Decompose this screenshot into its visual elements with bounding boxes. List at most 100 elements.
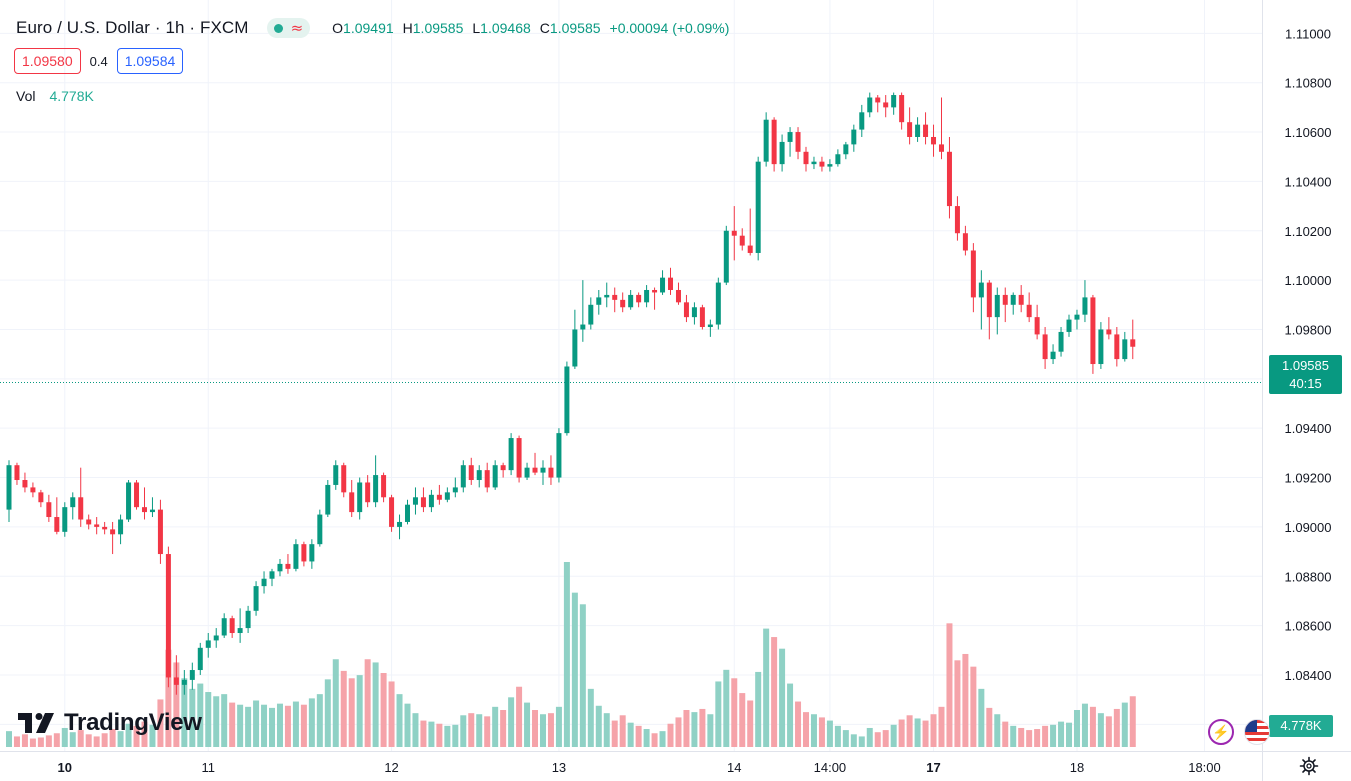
buy-button[interactable]: 1.09584 (116, 48, 184, 74)
candle-body (970, 250, 976, 298)
candle-body (102, 526, 108, 530)
candle-body (779, 141, 785, 165)
volume-axis-label: 4.778K (1269, 715, 1333, 737)
volume-bar (1121, 702, 1128, 747)
volume-bar (675, 717, 682, 747)
candle-body (835, 154, 841, 165)
volume-bar (141, 721, 148, 747)
candle-body (261, 578, 267, 587)
volume-bar (1066, 722, 1073, 747)
candle-body (596, 297, 602, 305)
tradingview-logo[interactable]: TradingView (18, 709, 202, 737)
candle-body (707, 324, 713, 328)
candle-body (1042, 334, 1048, 360)
volume-legend[interactable]: Vol 4.778K (16, 88, 94, 104)
volume-bar (300, 704, 307, 747)
candle-body (795, 132, 801, 152)
volume-bar (547, 713, 554, 747)
x-axis-tick-label: 14:00 (814, 760, 847, 775)
volume-bar (970, 666, 977, 747)
candle-body (500, 465, 506, 471)
volume-bar (93, 736, 100, 747)
low-label: L (472, 20, 481, 36)
volume-legend-value: 4.778K (49, 88, 94, 104)
candle-body (1122, 339, 1128, 360)
volume-bar (1105, 716, 1112, 747)
volume-bar (189, 688, 196, 747)
candle-body (412, 497, 418, 505)
candle-body (46, 502, 52, 518)
us-flag-icon[interactable] (1244, 719, 1270, 745)
volume-bar (1002, 721, 1009, 747)
volume-bar (500, 710, 507, 747)
volume-bar (763, 628, 770, 747)
spread-value: 0.4 (89, 53, 108, 69)
candle-body (22, 480, 28, 488)
candle-body (333, 465, 339, 485)
volume-bar (133, 725, 140, 747)
volume-bar (747, 700, 754, 747)
volume-bar (555, 706, 562, 747)
candle-body (141, 507, 147, 513)
volume-bar (683, 710, 690, 747)
volume-bar (532, 710, 539, 747)
volume-bar (1097, 713, 1104, 747)
symbol-title[interactable]: Euro / U.S. Dollar · 1h · FXCM (16, 18, 249, 37)
y-axis-tick-label: 1.08400 (1285, 668, 1332, 683)
volume-bar (292, 701, 299, 747)
candle-body (811, 161, 817, 165)
volume-bar (125, 723, 132, 747)
volume-bar (21, 734, 28, 747)
volume-bar (364, 659, 371, 747)
volume-bar (468, 713, 475, 747)
y-axis-tick-label: 1.10600 (1285, 125, 1332, 140)
flash-icon[interactable]: ⚡ (1208, 719, 1234, 745)
candle-body (293, 544, 299, 569)
volume-bar (157, 699, 164, 747)
volume-bar (659, 731, 666, 747)
candle-body (508, 438, 514, 471)
y-axis-tick-label: 1.08600 (1285, 619, 1332, 634)
candle-body (787, 132, 793, 142)
candle-body (134, 482, 140, 508)
volume-bar (715, 681, 722, 747)
volume-bar (356, 675, 363, 747)
candle-body (1090, 297, 1096, 365)
volume-bar (611, 720, 618, 747)
volume-bar (739, 693, 746, 747)
x-axis-tick-label: 18 (1070, 760, 1084, 775)
candle-body (189, 670, 195, 680)
tradingview-logo-icon (18, 713, 54, 733)
market-status-pill[interactable]: ≈ (266, 18, 311, 38)
volume-bar (866, 727, 873, 747)
candle-body (683, 302, 689, 318)
candle-body (349, 492, 355, 513)
volume-bar (563, 562, 570, 747)
candle-body (548, 467, 554, 478)
candle-body (588, 304, 594, 325)
volume-bar (587, 688, 594, 747)
candle-body (6, 465, 12, 510)
gear-icon[interactable] (1299, 756, 1319, 776)
y-axis-tick-label: 1.09200 (1285, 471, 1332, 486)
candle-body (771, 119, 777, 165)
volume-bar (508, 697, 515, 747)
volume-bar (428, 721, 435, 747)
low-value: 1.09468 (480, 20, 531, 36)
volume-bar (460, 715, 467, 747)
volume-bar (795, 701, 802, 747)
candle-body (357, 482, 363, 513)
candle-body (915, 124, 921, 137)
volume-bar (1050, 724, 1057, 747)
volume-bar (308, 698, 315, 747)
candle-body (365, 482, 371, 503)
candle-body (444, 492, 450, 500)
candle-body (675, 289, 681, 303)
sell-button[interactable]: 1.09580 (14, 48, 81, 74)
candle-body (484, 470, 490, 488)
volume-bar (229, 702, 236, 747)
candle-body (572, 329, 578, 367)
candle-body (556, 433, 562, 478)
candle-body (476, 470, 482, 481)
